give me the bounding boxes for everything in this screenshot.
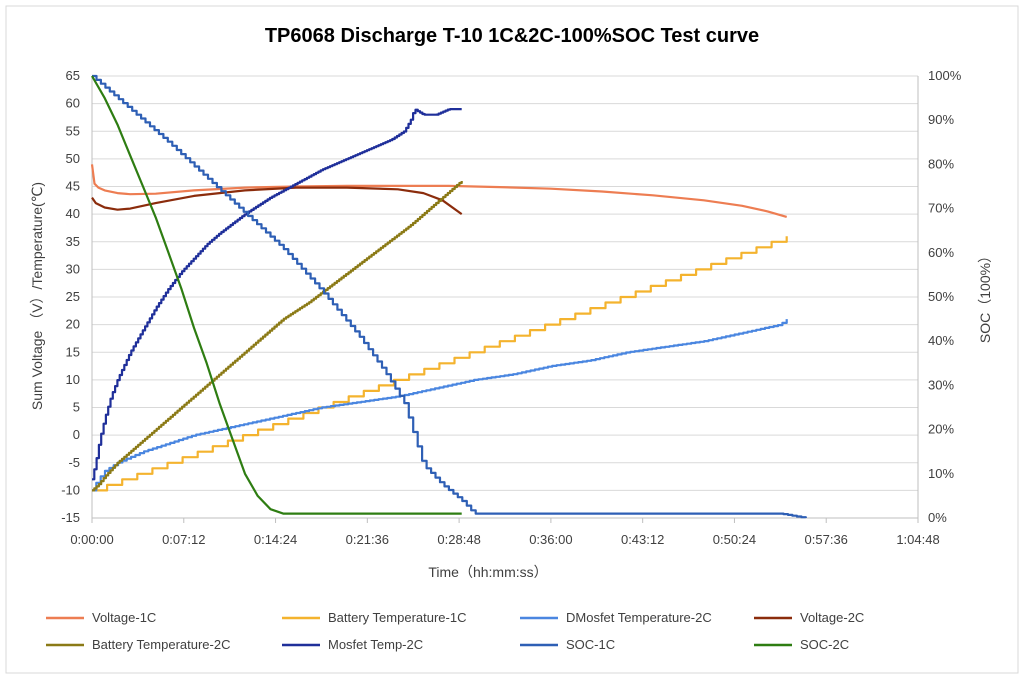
x-axis-label: Time（hh:mm:ss） — [428, 564, 547, 580]
x-tick-label: 0:57:36 — [805, 532, 848, 547]
y-tick-label: 50 — [66, 151, 80, 166]
y2-tick-label: 40% — [928, 333, 954, 348]
legend-label: Battery Temperature-2C — [92, 637, 231, 652]
y-tick-label: 15 — [66, 344, 80, 359]
y2-tick-label: 90% — [928, 112, 954, 127]
series-line-battery-temperature-1c — [92, 236, 788, 492]
x-tick-label: 0:28:48 — [437, 532, 480, 547]
y-tick-label: 40 — [66, 206, 80, 221]
legend-item-mosfet-temp-2c: Mosfet Temp-2C — [282, 637, 423, 652]
y-tick-label: 30 — [66, 261, 80, 276]
series-line-mosfet-temp-2c — [92, 108, 462, 481]
chart-border — [5, 5, 1019, 674]
x-tick-label: 1:04:48 — [896, 532, 939, 547]
series-line-battery-temperature-2c — [92, 181, 463, 492]
legend-label: Voltage-2C — [800, 610, 864, 625]
y-tick-label: -10 — [61, 482, 80, 497]
chart-title: TP6068 Discharge T-10 1C&2C-100%SOC Test… — [265, 25, 759, 47]
series-line-voltage-2c — [91, 186, 463, 215]
y2-tick-label: 10% — [928, 466, 954, 481]
tick-labels: -15 -10 -5 0 5 10 15 20 25 30 35 40 45 50 55 60 65 0% 10% 2… — [61, 68, 961, 547]
y-tick-label: 20 — [66, 317, 80, 332]
legend-item-voltage-1c: Voltage-1C — [46, 610, 156, 625]
legend: Voltage-1C Battery Temperature-1C DMosfet … — [46, 610, 864, 652]
legend-label: SOC-1C — [566, 637, 615, 652]
y-tick-label: 65 — [66, 68, 80, 83]
y-axis-label: Sum Voltage （V）/Temperature(℃) — [29, 182, 45, 410]
y2-tick-label: 50% — [928, 289, 954, 304]
series-line-voltage-1c — [90, 164, 788, 218]
y-tick-label: 35 — [66, 234, 80, 249]
y2-tick-label: 30% — [928, 377, 954, 392]
legend-item-soc-2c: SOC-2C — [754, 637, 849, 652]
y-tick-label: 60 — [66, 96, 80, 111]
legend-item-soc-1c: SOC-1C — [520, 637, 615, 652]
legend-label: Voltage-1C — [92, 610, 156, 625]
y-tick-label: -15 — [61, 510, 80, 525]
legend-item-voltage-2c: Voltage-2C — [754, 610, 864, 625]
legend-label: DMosfet Temperature-2C — [566, 610, 712, 625]
y2-tick-label: 100% — [928, 68, 962, 83]
legend-item-battery-temperature-1c: Battery Temperature-1C — [282, 610, 467, 625]
y2-axis-label: SOC（100%） — [977, 249, 993, 343]
series-line-soc-2c — [91, 75, 462, 515]
series-lines — [90, 74, 807, 519]
y-tick-label: 25 — [66, 289, 80, 304]
x-tick-label: 0:14:24 — [254, 532, 297, 547]
y2-tick-label: 0% — [928, 510, 947, 525]
x-tick-label: 0:07:12 — [162, 532, 205, 547]
legend-label: SOC-2C — [800, 637, 849, 652]
y-tick-label: 45 — [66, 179, 80, 194]
x-tick-label: 0:50:24 — [713, 532, 756, 547]
y2-tick-label: 20% — [928, 422, 954, 437]
y2-tick-label: 80% — [928, 156, 954, 171]
series-line-soc-1c — [92, 74, 807, 519]
x-tick-label: 0:21:36 — [346, 532, 389, 547]
y-tick-label: 0 — [73, 427, 80, 442]
x-tick-label: 0:36:00 — [529, 532, 572, 547]
axes — [91, 76, 919, 523]
legend-label: Mosfet Temp-2C — [328, 637, 423, 652]
y-tick-label: 55 — [66, 123, 80, 138]
y-tick-label: 10 — [66, 372, 80, 387]
legend-item-dmosfet-temperature-2c: DMosfet Temperature-2C — [520, 610, 712, 625]
y2-tick-label: 70% — [928, 201, 954, 216]
y-tick-label: 5 — [73, 400, 80, 415]
legend-item-battery-temperature-2c: Battery Temperature-2C — [46, 637, 231, 652]
x-tick-label: 0:43:12 — [621, 532, 664, 547]
x-tick-label: 0:00:00 — [70, 532, 113, 547]
series-line-dmosfet-temperature-2c — [92, 319, 788, 492]
y2-tick-label: 60% — [928, 245, 954, 260]
legend-label: Battery Temperature-1C — [328, 610, 467, 625]
y-tick-label: -5 — [68, 455, 80, 470]
